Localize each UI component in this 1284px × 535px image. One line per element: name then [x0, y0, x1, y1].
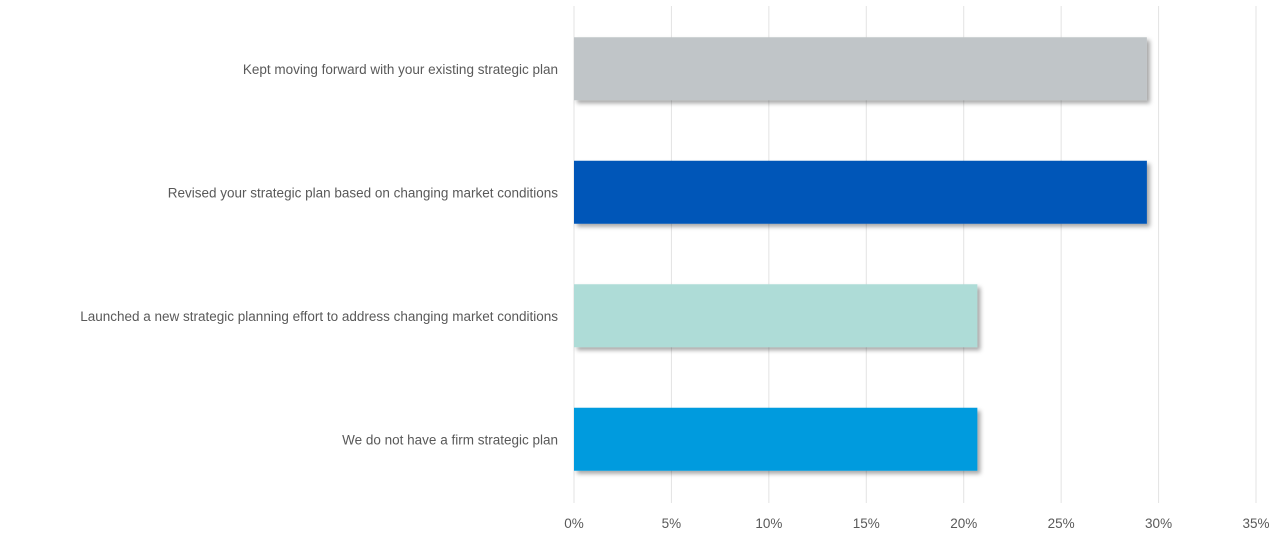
x-tick-label: 0%: [564, 516, 584, 531]
x-tick-label: 15%: [853, 516, 880, 531]
category-label: Launched a new strategic planning effort…: [80, 309, 558, 324]
bar: [574, 37, 1147, 101]
x-tick-label: 25%: [1048, 516, 1075, 531]
bar: [574, 160, 1147, 224]
x-axis-tick-labels: 0% 5% 10% 15% 20% 25% 30% 35%: [564, 516, 1269, 531]
category-label: Kept moving forward with your existing s…: [243, 62, 558, 77]
category-label: We do not have a firm strategic plan: [342, 432, 558, 447]
x-tick-label: 35%: [1242, 516, 1269, 531]
x-tick-label: 20%: [950, 516, 977, 531]
x-tick-label: 30%: [1145, 516, 1172, 531]
bars: [574, 37, 1147, 471]
bar: [574, 407, 978, 471]
x-tick-label: 5%: [662, 516, 682, 531]
category-labels: Kept moving forward with your existing s…: [80, 62, 558, 448]
bar: [574, 284, 978, 348]
x-tick-label: 10%: [755, 516, 782, 531]
category-label: Revised your strategic plan based on cha…: [168, 185, 558, 200]
